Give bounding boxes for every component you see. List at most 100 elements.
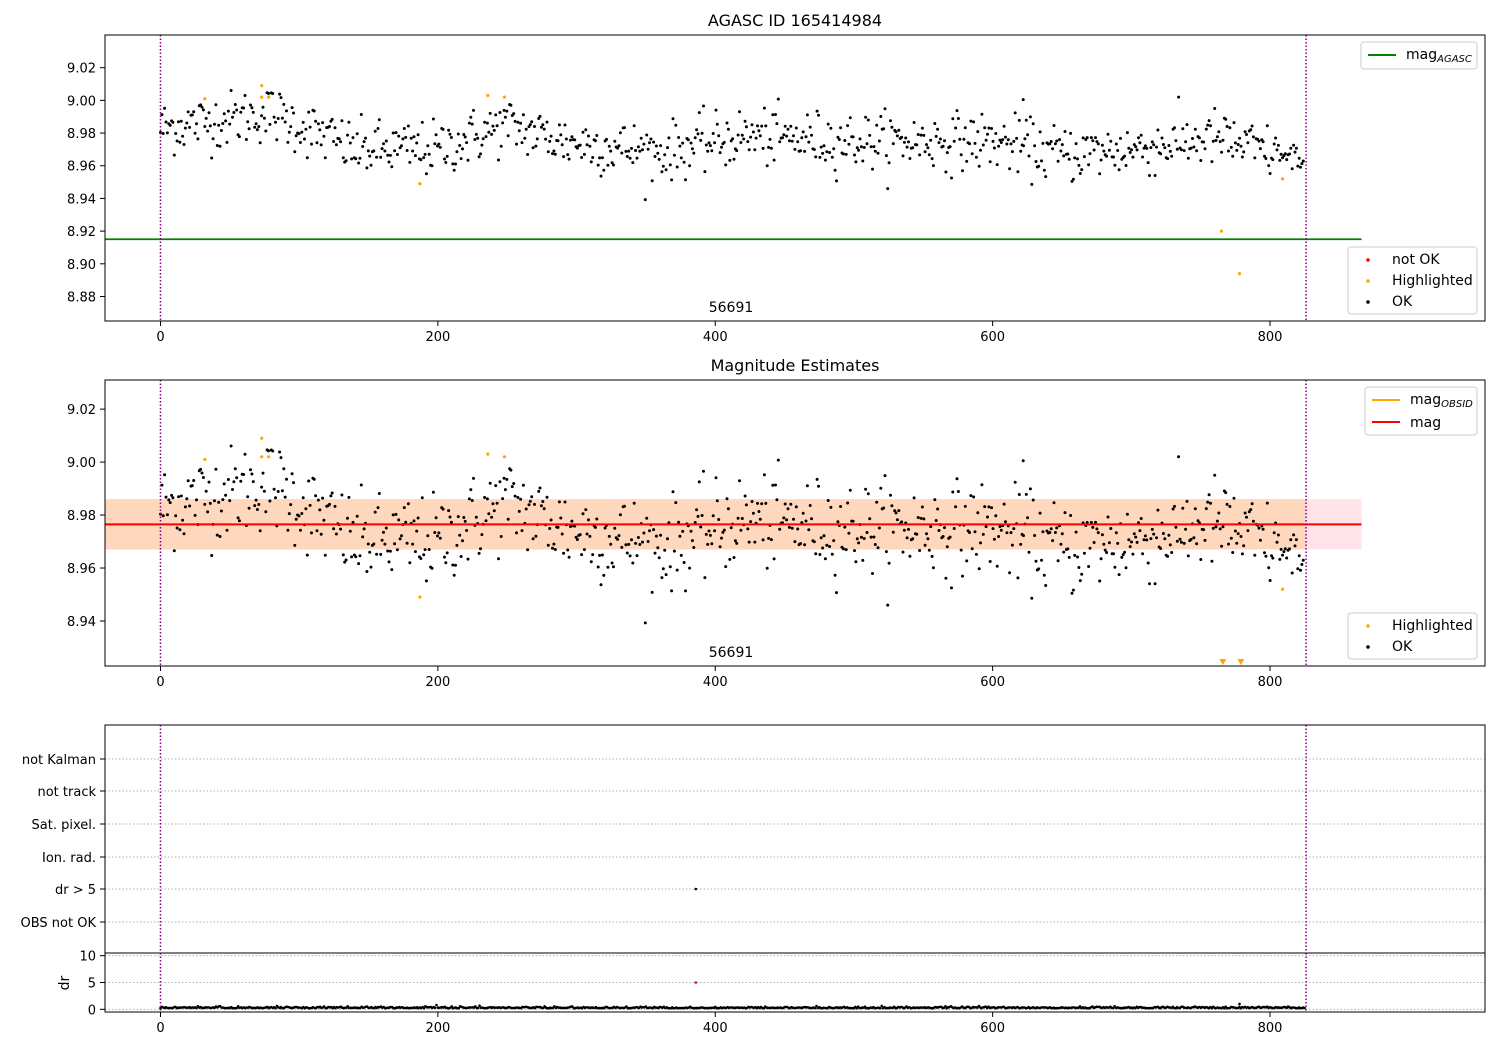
ok-point <box>937 141 941 145</box>
ok-point <box>740 133 744 137</box>
ok-point <box>530 495 534 499</box>
ok-point <box>445 154 449 158</box>
ok-point <box>517 129 521 133</box>
ok-point <box>607 144 611 148</box>
ok-point <box>995 564 999 568</box>
ok-point <box>636 145 640 149</box>
ok-point <box>1215 135 1219 139</box>
ok-point <box>708 533 712 537</box>
ok-point <box>393 542 397 546</box>
ok-point <box>190 484 194 488</box>
ok-point <box>1009 142 1013 146</box>
ok-point <box>1285 158 1289 162</box>
ok-point <box>163 473 167 477</box>
ok-point <box>469 115 473 119</box>
ok-point <box>787 139 791 143</box>
ok-point <box>635 554 639 558</box>
ok-point <box>657 157 661 161</box>
ok-point <box>711 132 715 135</box>
ok-point <box>756 501 759 505</box>
ok-point <box>567 157 571 161</box>
ok-point <box>470 499 474 502</box>
ok-point <box>298 141 302 144</box>
ok-point <box>882 127 886 131</box>
ok-point <box>395 548 399 552</box>
ok-point <box>1016 576 1020 580</box>
ok-point <box>164 495 168 499</box>
ok-point <box>362 140 366 144</box>
ok-point <box>757 510 761 513</box>
ok-point <box>1261 527 1265 531</box>
ok-point <box>1206 123 1210 127</box>
ok-point <box>697 480 701 484</box>
ok-point <box>645 516 649 520</box>
ok-point <box>812 540 816 544</box>
ok-point <box>672 549 676 553</box>
ok-point <box>390 568 394 572</box>
ok-point <box>368 550 372 554</box>
legend-highlighted-label: Highlighted <box>1392 273 1473 289</box>
ok-point <box>715 122 719 126</box>
ok-point <box>369 163 373 167</box>
ok-point <box>1224 491 1228 495</box>
ok-point <box>1067 555 1071 559</box>
ok-point <box>1193 507 1197 511</box>
ok-point <box>848 116 852 120</box>
ok-point <box>1076 555 1079 559</box>
ok-point <box>872 145 876 149</box>
ok-point <box>1069 131 1073 135</box>
ok-point <box>312 477 316 481</box>
ok-point <box>808 504 812 507</box>
ok-point <box>1245 515 1248 519</box>
ok-point <box>792 134 795 138</box>
ok-point <box>485 497 489 501</box>
ok-point <box>968 142 971 146</box>
ok-point <box>670 589 674 593</box>
ok-point <box>179 494 183 498</box>
ok-point <box>483 120 487 124</box>
ok-point <box>494 484 498 488</box>
ok-point <box>495 124 499 128</box>
ok-point <box>760 502 764 506</box>
ok-point <box>167 498 171 502</box>
ok-point <box>537 489 541 493</box>
ok-point <box>312 109 316 113</box>
ok-point <box>516 120 520 124</box>
x-tick-label: 400 <box>703 1021 728 1036</box>
ok-point <box>1082 551 1086 555</box>
ok-point <box>304 507 308 511</box>
ok-point <box>994 514 998 518</box>
ok-point <box>1109 139 1113 143</box>
ok-point <box>1168 543 1172 547</box>
ok-point <box>386 153 390 157</box>
ok-point <box>323 156 327 160</box>
ok-point <box>178 140 182 144</box>
ok-point <box>700 131 704 135</box>
ok-point <box>635 156 639 160</box>
ok-point <box>541 500 545 503</box>
ok-point <box>753 148 757 152</box>
ok-point <box>839 126 843 130</box>
ok-point <box>1130 148 1133 152</box>
ok-point <box>954 126 958 130</box>
ok-point <box>1167 533 1171 537</box>
ok-point <box>519 121 523 125</box>
ok-point <box>927 153 931 157</box>
ok-point <box>721 530 725 534</box>
ok-point <box>218 144 222 148</box>
ok-point <box>175 139 179 143</box>
ok-point <box>415 529 419 533</box>
ok-point <box>776 97 780 101</box>
ok-point <box>764 501 768 505</box>
ok-point <box>451 563 455 567</box>
ok-point <box>301 496 305 500</box>
ok-point <box>297 132 301 136</box>
ok-point <box>301 120 305 124</box>
ok-point <box>298 528 302 532</box>
ok-point <box>907 140 910 144</box>
ok-point <box>484 519 488 523</box>
ok-point <box>987 126 991 130</box>
ok-point <box>548 139 552 143</box>
ok-point <box>724 163 728 167</box>
ok-point <box>756 124 759 128</box>
